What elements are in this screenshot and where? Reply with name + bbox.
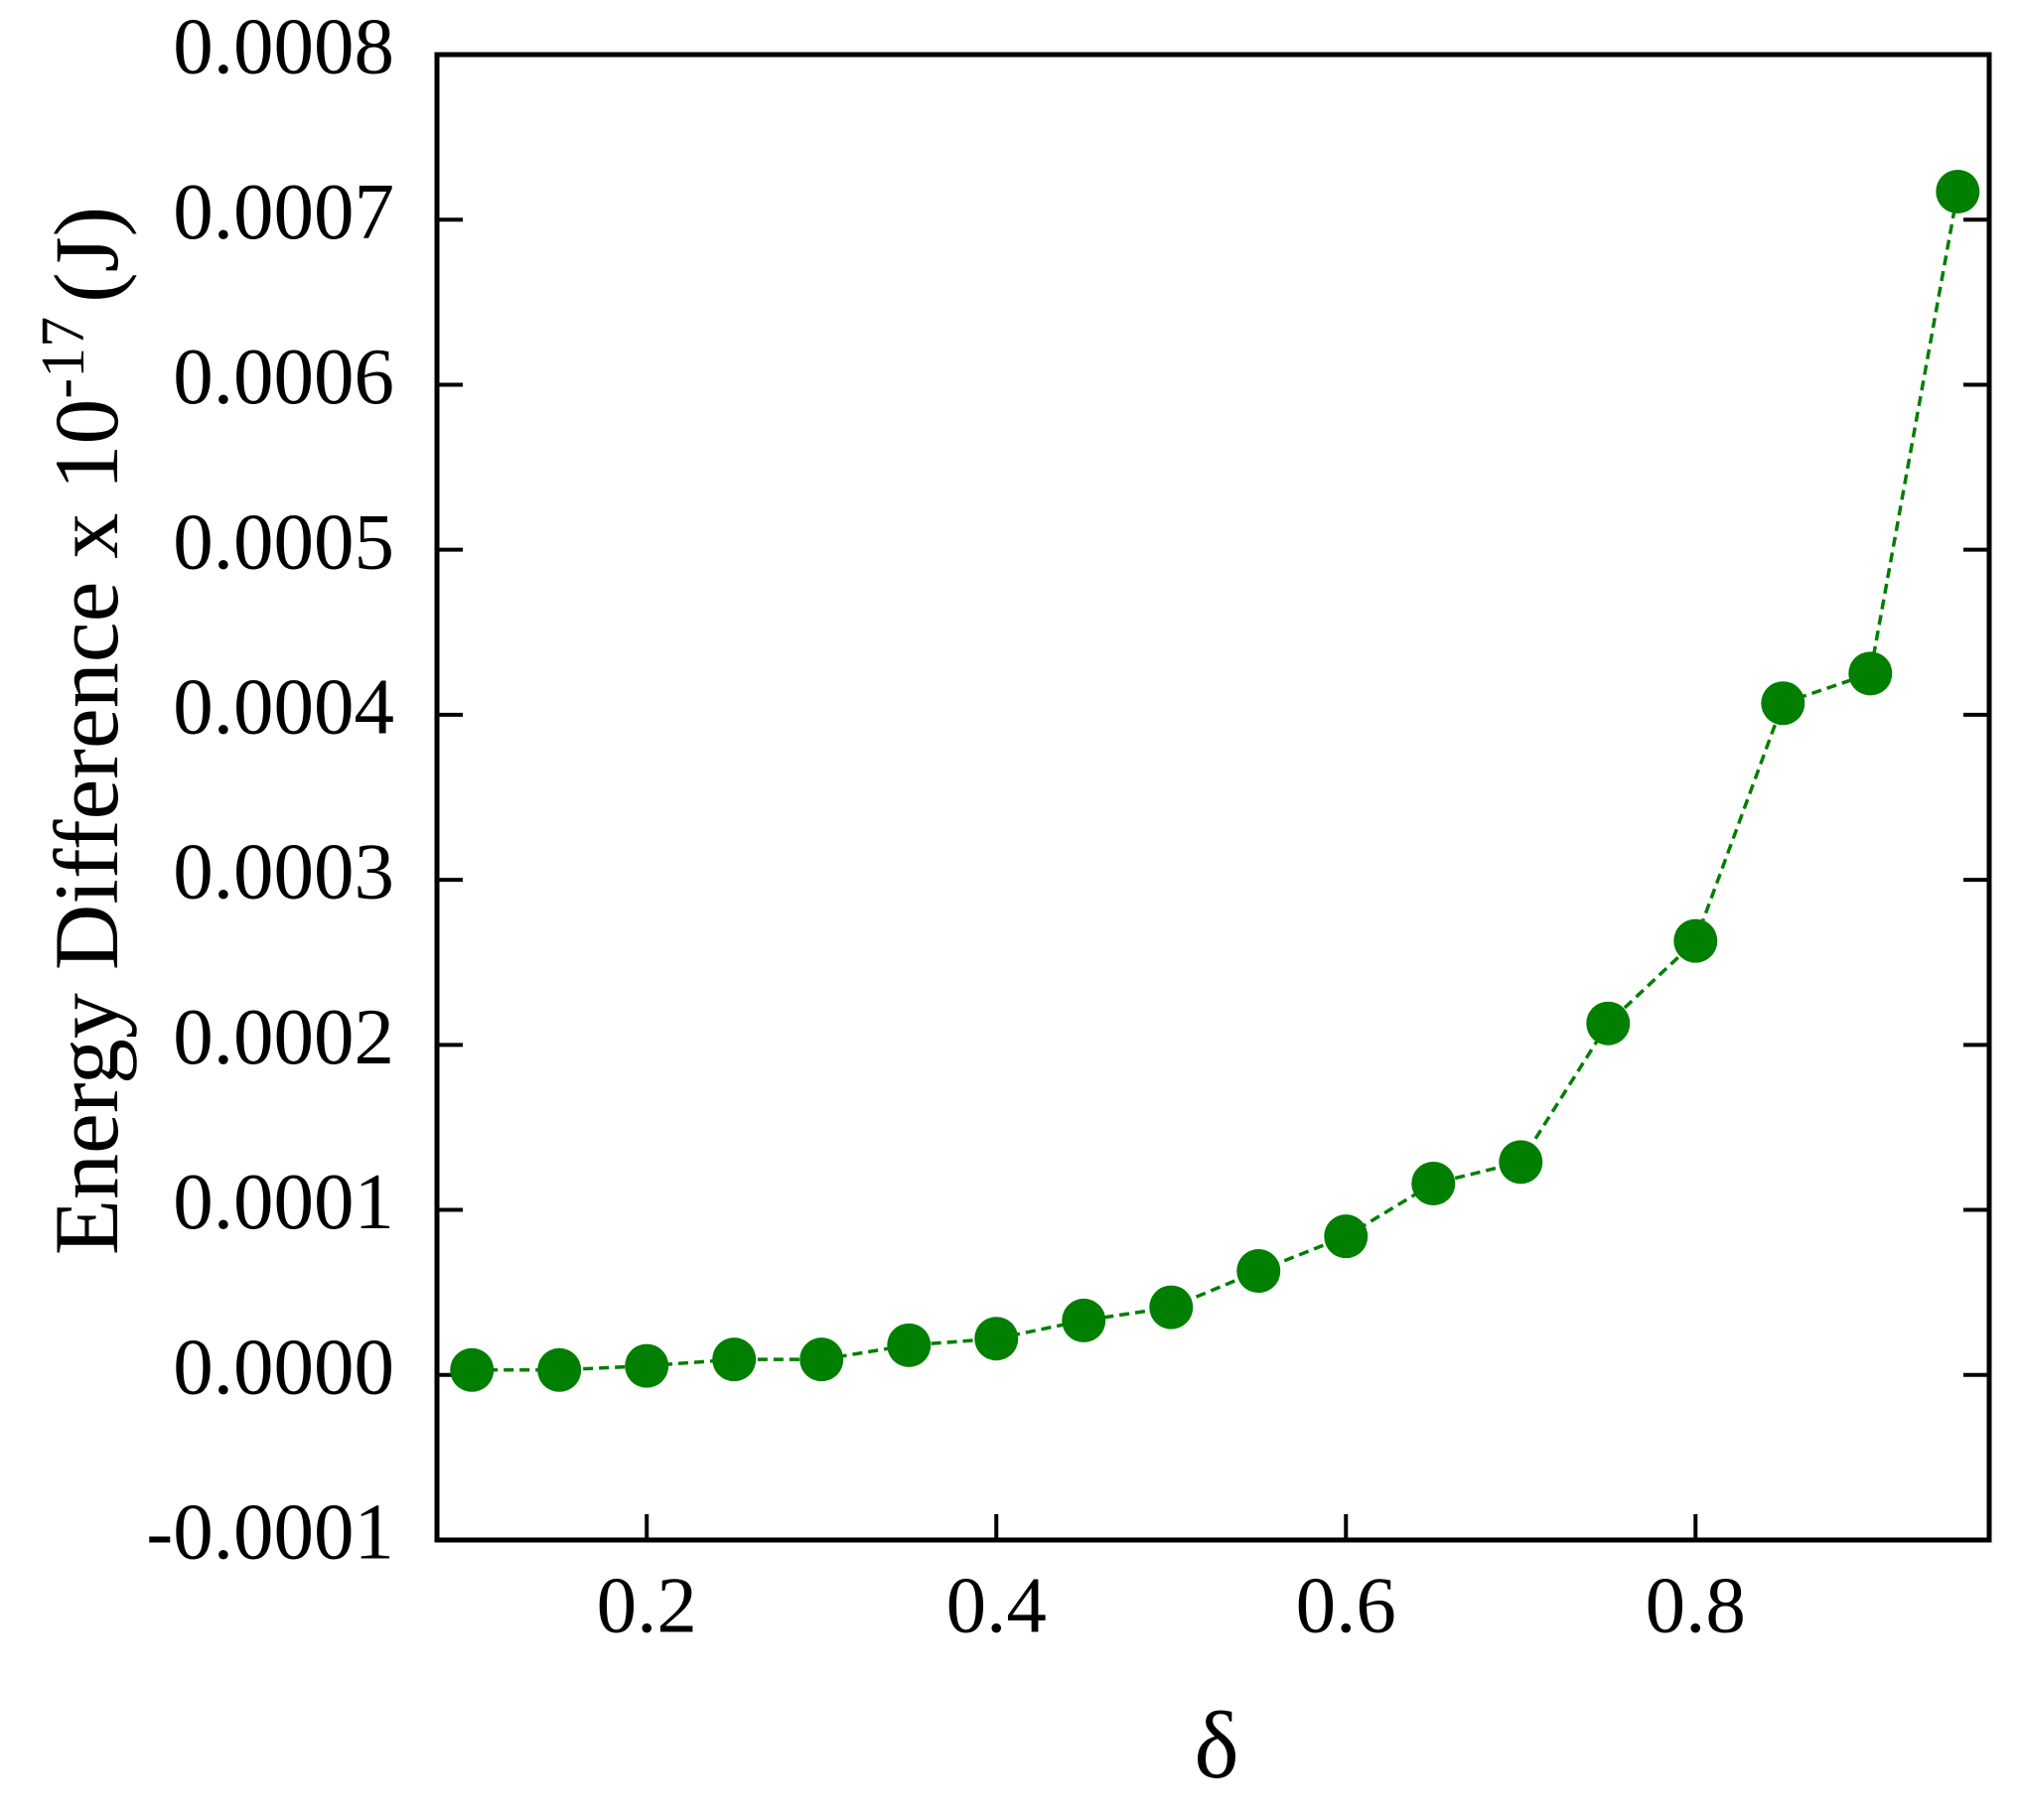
data-point — [1936, 169, 1980, 213]
data-point — [1673, 918, 1718, 963]
y-axis-label-exponent: -17 — [30, 317, 97, 399]
y-axis-label: Energy Difference x 10-17 (J) — [30, 207, 137, 1255]
data-point — [1324, 1214, 1369, 1259]
data-point — [1062, 1298, 1106, 1342]
x-tick-label: 0.8 — [1646, 1561, 1746, 1650]
y-tick-label: -0.0001 — [146, 1487, 394, 1577]
y-tick-label: 0.0002 — [173, 992, 394, 1081]
data-point — [1499, 1140, 1543, 1185]
data-point — [712, 1337, 757, 1382]
y-tick-label: 0.0003 — [173, 827, 394, 916]
data-point — [1411, 1161, 1456, 1205]
y-tick-label: 0.0005 — [173, 496, 394, 586]
data-point — [1586, 1001, 1631, 1046]
data-point — [537, 1347, 582, 1392]
data-point — [1761, 681, 1805, 726]
y-tick-label: 0.0001 — [173, 1157, 394, 1246]
x-tick-label: 0.2 — [597, 1561, 697, 1650]
series-line — [472, 191, 1960, 1372]
data-point — [1236, 1249, 1281, 1294]
y-tick-label: 0.0004 — [173, 661, 394, 751]
data-point — [974, 1317, 1019, 1361]
data-point — [1848, 651, 1893, 696]
data-point — [450, 1347, 495, 1392]
y-tick-label: 0.0000 — [173, 1322, 394, 1411]
x-tick-label: 0.4 — [946, 1561, 1047, 1650]
y-tick-label: 0.0008 — [173, 2, 394, 91]
x-tick-label: 0.6 — [1296, 1561, 1396, 1650]
plot-frame — [434, 52, 1992, 1543]
data-point — [1149, 1285, 1194, 1330]
x-axis-label: δ — [1194, 1692, 1238, 1798]
y-axis-label-unit: (J) — [36, 207, 137, 303]
data-point — [799, 1337, 844, 1382]
y-tick-label: 0.0007 — [173, 167, 394, 256]
data-point — [887, 1323, 932, 1367]
y-tick-label: 0.0006 — [173, 332, 394, 421]
y-axis-label-text: Energy Difference x 10 — [36, 399, 137, 1256]
data-point — [625, 1343, 669, 1388]
